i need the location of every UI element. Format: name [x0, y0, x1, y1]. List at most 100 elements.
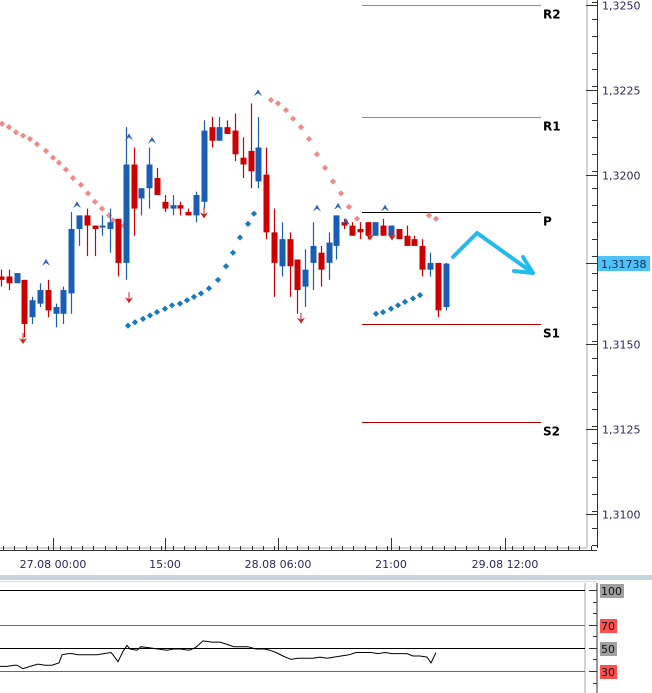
price-tick-label: 1,3150: [602, 339, 641, 352]
candle: [404, 225, 411, 246]
psar-dot: [244, 220, 252, 227]
candle: [146, 147, 153, 209]
fractal-up-icon: [313, 204, 321, 212]
psar-dot: [409, 295, 417, 302]
candle: [255, 116, 262, 189]
time-tick-label: 27.08 00:00: [20, 558, 87, 571]
candle: [138, 188, 145, 216]
svg-text:70: 70: [601, 620, 615, 633]
candle: [154, 167, 161, 196]
price-tick-label: 1,3125: [602, 424, 641, 437]
candle: [380, 218, 387, 236]
psar-dot: [379, 308, 387, 316]
candle: [60, 286, 67, 324]
psar-dot: [109, 217, 117, 224]
candle: [333, 215, 340, 260]
candle: [318, 245, 325, 287]
current-price-badge: 1,31738: [598, 256, 650, 271]
psar-dot: [372, 310, 380, 317]
candle: [170, 195, 177, 216]
candle: [326, 232, 333, 280]
candle: [341, 218, 348, 229]
pivot-levels: R2 R1 P S1 S2: [362, 5, 561, 439]
candle: [271, 208, 278, 297]
candle: [115, 218, 122, 277]
candle: [37, 283, 44, 308]
price-tick-label: 1,3200: [602, 170, 641, 183]
time-axis[interactable]: 27.08 00:00 15:00 28.08 06:00 21:00 29.08 12…: [0, 538, 597, 571]
current-price-label: 1,31738: [601, 258, 647, 271]
candle: [6, 269, 13, 291]
candle: [240, 137, 247, 179]
candle: [29, 296, 36, 324]
candle: [193, 191, 200, 223]
fractal-down-icon: [125, 297, 133, 304]
psar-dot: [250, 210, 258, 217]
candle: [14, 273, 21, 284]
forecast-arrow-icon: [451, 231, 535, 275]
rsi-label-50: 50: [600, 642, 617, 656]
candle: [287, 232, 294, 297]
candle: [0, 269, 5, 287]
psar-dot: [229, 249, 237, 256]
time-tick-label: 15:00: [149, 558, 181, 571]
pivot-label-r1: R1: [543, 120, 561, 134]
psar-dot: [401, 298, 409, 306]
pivot-label-s1: S1: [543, 327, 560, 341]
pivot-label-r2: R2: [543, 8, 561, 22]
time-tick-label: 29.08 12:00: [472, 558, 539, 571]
psar-dot: [394, 302, 402, 309]
fractal-up-icon: [381, 204, 389, 212]
rsi-line: [0, 640, 437, 670]
psar-dot: [321, 164, 329, 171]
candle: [396, 228, 403, 240]
fractal-up-icon: [125, 133, 133, 141]
time-tick-label: 21:00: [375, 558, 407, 571]
fractal-arrows: [19, 89, 396, 344]
fractal-up-icon: [42, 258, 50, 266]
svg-text:30: 30: [601, 666, 615, 679]
candle: [53, 303, 60, 328]
psar-dot: [236, 234, 244, 241]
fractal-up-icon: [334, 202, 342, 210]
candle: [279, 222, 286, 277]
candle: [294, 259, 301, 314]
psar-dot: [84, 190, 92, 197]
panel-separator[interactable]: [0, 575, 652, 580]
candle: [162, 195, 169, 212]
candle: [177, 201, 184, 216]
rsi-axis-ticks: [589, 590, 597, 684]
psar-dot: [387, 305, 395, 312]
fractal-down-icon: [366, 234, 374, 241]
candle: [185, 208, 192, 216]
candle: [443, 262, 450, 311]
candle: [84, 208, 91, 257]
price-tick-label: 1,3225: [602, 85, 641, 98]
svg-text:50: 50: [601, 643, 615, 656]
candle: [68, 211, 75, 314]
candle: [263, 147, 270, 240]
fractal-down-icon: [19, 337, 27, 344]
rsi-label-70: 70: [600, 619, 617, 633]
svg-text:100: 100: [601, 585, 622, 598]
psar-dot: [55, 159, 63, 166]
rsi-indicator-panel[interactable]: 100 70 50 30: [0, 583, 652, 693]
candle: [45, 279, 52, 318]
candle: [107, 208, 114, 253]
fractal-up-icon: [73, 201, 81, 209]
time-tick-label: 28.08 06:00: [245, 558, 312, 571]
price-chart[interactable]: R2 R1 P S1 S2 1,3250 1,3225 1,3200 1,3150 1,3125…: [0, 0, 652, 578]
psar-dot: [42, 147, 50, 155]
price-tick-label: 1,3100: [602, 509, 641, 522]
candle: [427, 252, 434, 277]
price-axis[interactable]: 1,3250 1,3225 1,3200 1,3150 1,3125 1,3100: [586, 0, 641, 548]
candle: [419, 239, 426, 277]
psar-dot: [77, 181, 85, 188]
candle: [216, 116, 223, 141]
psar-dot: [416, 292, 424, 299]
candle: [411, 235, 418, 246]
candle: [76, 215, 83, 246]
psar-dot: [425, 212, 433, 219]
candle: [209, 116, 216, 148]
rsi-label-100: 100: [600, 584, 624, 598]
